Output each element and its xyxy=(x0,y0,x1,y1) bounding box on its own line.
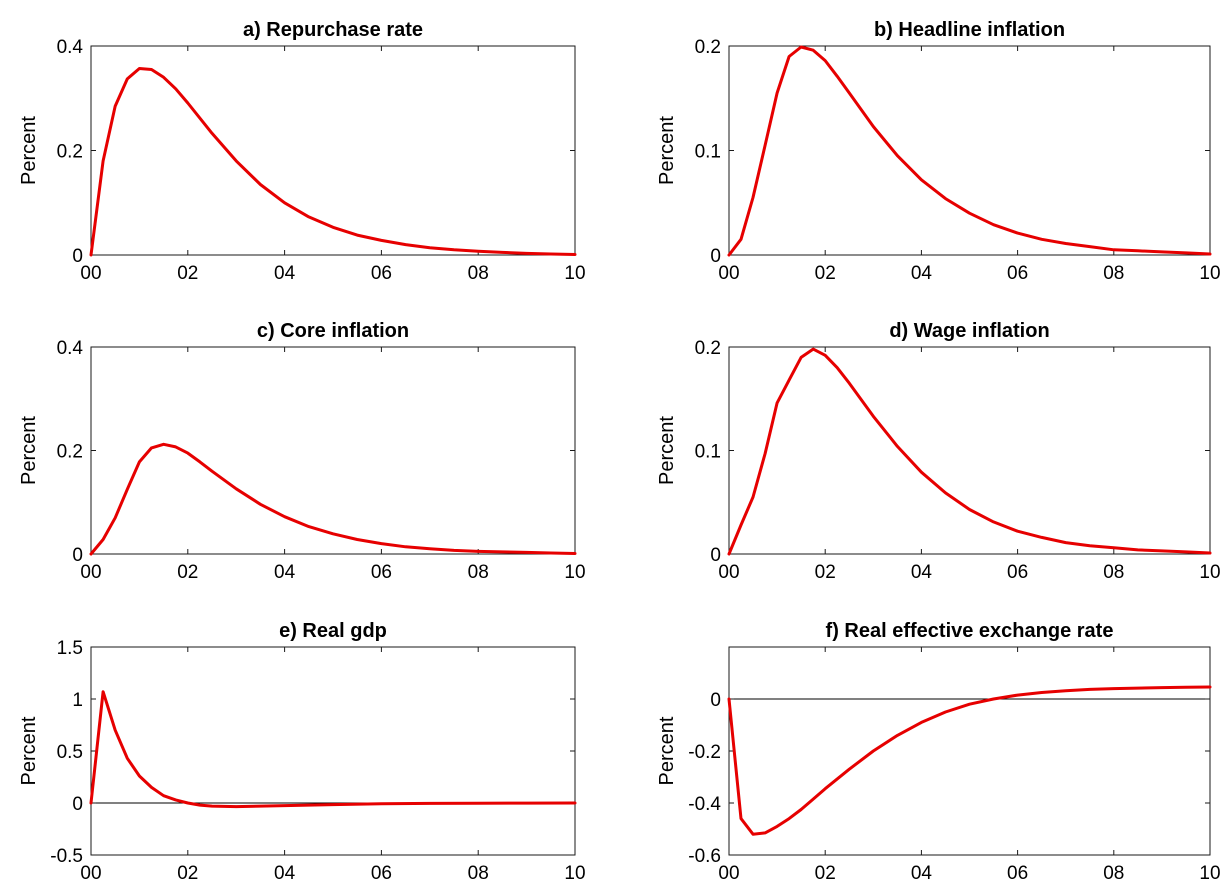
y-tick-label: 0.5 xyxy=(57,742,83,763)
x-tick-label: 08 xyxy=(468,263,489,284)
x-tick-label: 02 xyxy=(177,863,198,884)
y-axis-label: Percent xyxy=(656,716,678,785)
plot-frame xyxy=(90,346,576,555)
y-tick-label: 0 xyxy=(72,246,83,267)
y-tick-label: 0 xyxy=(72,545,83,566)
x-tick-label: 02 xyxy=(177,263,198,284)
x-tick-label: 02 xyxy=(815,263,836,284)
chart-panel-3: 00 02 04 06 08 10 0 0.2 0.4 c) Core inflation Perc… xyxy=(18,320,586,583)
x-tick-label: 04 xyxy=(911,562,933,583)
y-axis-label: Percent xyxy=(18,416,40,485)
x-tick-label: 00 xyxy=(80,863,101,884)
plot-frame xyxy=(728,45,1211,256)
y-tick-label: 0.2 xyxy=(695,338,721,359)
y-tick-label: -0.4 xyxy=(688,794,721,815)
x-tick-label: 00 xyxy=(80,562,101,583)
x-tick-label: 10 xyxy=(564,562,585,583)
y-tick-label: 0.2 xyxy=(57,442,83,463)
x-tick-label: 00 xyxy=(80,263,101,284)
x-tick-label: 06 xyxy=(371,263,392,284)
chart-title: d) Wage inflation xyxy=(889,320,1049,342)
x-tick-label: 06 xyxy=(1007,263,1028,284)
y-tick-label: 0.4 xyxy=(57,37,84,58)
y-axis-label: Percent xyxy=(18,116,40,185)
x-tick-label: 04 xyxy=(274,263,296,284)
chart-panel-4: 00 02 04 06 08 10 0 0.1 0.2 d) Wage inflation Perc… xyxy=(656,320,1221,583)
y-tick-label: 1 xyxy=(72,690,83,711)
x-tick-label: 02 xyxy=(815,863,836,884)
series-line-1 xyxy=(727,347,1212,556)
x-tick-label: 02 xyxy=(815,562,836,583)
x-tick-label: 06 xyxy=(371,863,392,884)
x-tick-label: 04 xyxy=(911,863,933,884)
plot-frame xyxy=(728,646,1211,856)
series-line-1 xyxy=(89,690,577,809)
x-tick-label: 08 xyxy=(1103,263,1124,284)
y-tick-label: 0.4 xyxy=(57,338,84,359)
chart-title: e) Real gdp xyxy=(279,620,387,642)
series-line-1 xyxy=(89,442,577,556)
chart-title: a) Repurchase rate xyxy=(243,19,423,41)
chart-title: b) Headline inflation xyxy=(874,19,1065,41)
chart-panel-6: 00 02 04 06 08 10 -0.6 -0.4 -0.2 0 f) Real effecti… xyxy=(656,620,1221,884)
series-line-1 xyxy=(89,67,577,257)
x-tick-label: 00 xyxy=(718,562,739,583)
y-tick-label: 0 xyxy=(710,690,721,711)
y-tick-label: 0.1 xyxy=(695,442,721,463)
x-tick-label: 08 xyxy=(468,562,489,583)
y-axis-label: Percent xyxy=(656,116,678,185)
x-tick-label: 08 xyxy=(1103,562,1124,583)
x-tick-label: 10 xyxy=(564,263,585,284)
y-tick-label: -0.5 xyxy=(50,846,83,867)
chart-panel-5: 00 02 04 06 08 10 -0.5 0 0.5 1 1.5 e) Real gdp Perce… xyxy=(18,620,586,884)
x-tick-label: 04 xyxy=(911,263,933,284)
x-tick-label: 08 xyxy=(468,863,489,884)
chart-title: f) Real effective exchange rate xyxy=(826,620,1114,642)
y-tick-label: 0.2 xyxy=(695,37,721,58)
x-tick-label: 08 xyxy=(1103,863,1124,884)
x-tick-label: 10 xyxy=(1199,562,1220,583)
chart-panel-1: 00 02 04 06 08 10 0 0.2 0.4 a) Repurchase rate Per… xyxy=(18,19,586,284)
chart-panel-2: 00 02 04 06 08 10 0 0.1 0.2 b) Headline inflation… xyxy=(656,19,1221,284)
y-tick-label: 0.1 xyxy=(695,142,721,163)
x-tick-label: 04 xyxy=(274,863,296,884)
y-tick-label: 0.2 xyxy=(57,142,83,163)
x-tick-label: 10 xyxy=(564,863,585,884)
chart-title: c) Core inflation xyxy=(257,320,409,342)
y-axis-label: Percent xyxy=(18,716,40,785)
y-tick-label: 1.5 xyxy=(57,638,83,659)
y-axis-label: Percent xyxy=(656,416,678,485)
y-tick-label: 0 xyxy=(72,794,83,815)
plot-frame xyxy=(728,346,1211,555)
x-tick-label: 06 xyxy=(1007,863,1028,884)
x-tick-label: 10 xyxy=(1199,863,1220,884)
series-line-1 xyxy=(727,685,1212,836)
y-tick-label: -0.6 xyxy=(688,846,721,867)
series-line-1 xyxy=(727,45,1212,257)
plot-frame xyxy=(90,646,576,856)
y-tick-label: -0.2 xyxy=(688,742,721,763)
x-tick-label: 10 xyxy=(1199,263,1220,284)
x-tick-label: 00 xyxy=(718,863,739,884)
x-tick-label: 02 xyxy=(177,562,198,583)
x-tick-label: 06 xyxy=(1007,562,1028,583)
y-tick-label: 0 xyxy=(710,545,721,566)
y-tick-label: 0 xyxy=(710,246,721,267)
x-tick-label: 00 xyxy=(718,263,739,284)
x-tick-label: 04 xyxy=(274,562,296,583)
x-tick-label: 06 xyxy=(371,562,392,583)
